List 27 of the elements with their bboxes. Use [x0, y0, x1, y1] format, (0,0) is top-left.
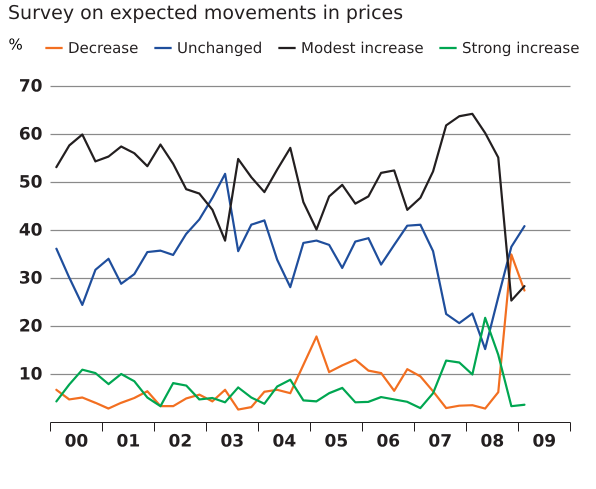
- x-tick-label: 09: [532, 432, 556, 452]
- y-tick-label: 60: [18, 124, 43, 144]
- y-tick-label: 30: [18, 268, 43, 288]
- x-tick-label: 05: [324, 432, 348, 452]
- y-tick-label: 40: [18, 220, 43, 240]
- x-tick-label: 02: [168, 432, 192, 452]
- x-tick-label: 07: [428, 432, 452, 452]
- x-tick-label: 04: [272, 432, 296, 452]
- legend-label: Unchanged: [177, 39, 262, 57]
- y-tick-label: 70: [18, 76, 43, 96]
- line-series: [55, 172, 526, 350]
- line-series: [55, 316, 526, 410]
- line-series: [55, 112, 526, 302]
- legend-label: Modest increase: [301, 39, 424, 57]
- legend-label: Strong increase: [462, 39, 580, 57]
- x-tick-label: 06: [376, 432, 400, 452]
- y-tick-label: 10: [18, 364, 43, 384]
- x-tick-label: 03: [220, 432, 244, 452]
- y-tick-label: 20: [18, 316, 43, 336]
- y-axis-title: %: [8, 36, 23, 54]
- x-tick-label: 00: [64, 432, 88, 452]
- chart-title: Survey on expected movements in prices: [8, 2, 404, 24]
- y-tick-label: 50: [18, 172, 43, 192]
- legend-label: Decrease: [68, 39, 138, 57]
- x-tick-label: 08: [480, 432, 504, 452]
- line-series: [55, 253, 526, 411]
- x-tick-label: 01: [116, 432, 140, 452]
